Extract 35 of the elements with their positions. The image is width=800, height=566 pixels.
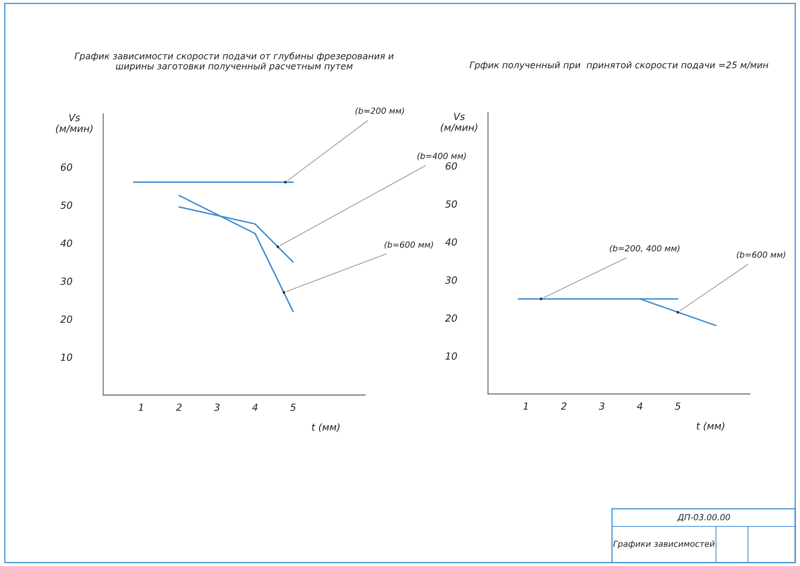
y-tick-label: 50: [60, 201, 72, 209]
text: Графики зависимостей: [613, 540, 715, 549]
y-tick-label: 10: [60, 354, 72, 361]
chart-title: График зависимости скорости подачи от глубины фрезерования и ширины заготовки полученный расчетным путем: [74, 52, 394, 72]
annotation: (b=600 мм): [384, 241, 433, 249]
y-tick-label: 40: [445, 238, 457, 246]
x-tick-label: 5: [674, 402, 680, 410]
y-tick-label: 20: [60, 316, 72, 323]
y-tick-label: 60: [60, 163, 72, 171]
x-tick-label: 3: [214, 404, 220, 411]
y-tick-label: 30: [445, 276, 457, 284]
y-tick-label: 30: [60, 278, 72, 285]
x-tick-label: 3: [598, 402, 604, 410]
y-axis-title: Vs (м/мин): [440, 112, 478, 132]
annotation: (b=200, 400 мм): [610, 245, 680, 252]
y-axis-title: Vs (м/мин): [56, 114, 92, 134]
text: ДП-03.00.00: [677, 514, 730, 522]
y-tick-label: 10: [446, 352, 457, 360]
x-tick-label: 4: [636, 402, 642, 410]
chart-title: Грфик полученный при принятой скорости подачи =25 м/мин: [470, 61, 768, 70]
x-tick-label: 5: [290, 404, 296, 411]
annotation: (b=200 мм): [356, 107, 404, 115]
x-tick-label: 1: [523, 402, 528, 410]
x-tick-label: 2: [176, 404, 182, 411]
y-tick-label: 50: [445, 200, 457, 208]
y-tick-label: 20: [445, 314, 457, 322]
x-tick-label: 2: [560, 402, 566, 410]
annotation: (b=600 мм): [736, 251, 786, 259]
x-axis-title: t (мм): [312, 423, 340, 432]
y-tick-label: 60: [446, 162, 457, 170]
annotation: (b=400 мм): [417, 152, 466, 160]
x-tick-label: 1: [138, 404, 143, 411]
x-axis-title: t (мм): [696, 422, 724, 431]
y-tick-label: 40: [60, 239, 72, 247]
x-tick-label: 4: [252, 404, 258, 411]
